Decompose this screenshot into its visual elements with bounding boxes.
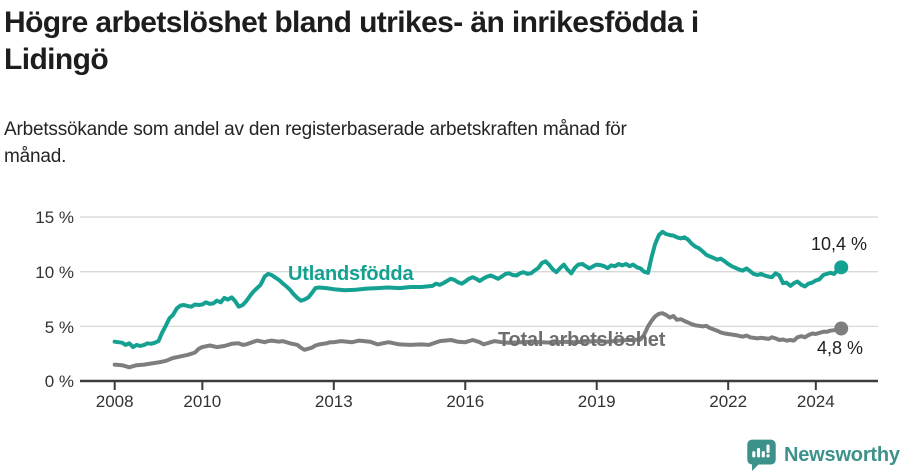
end-dot-total-arbetsl-shet [834,321,849,336]
y-tick-label-10: 10 % [35,262,74,282]
x-tick-label-2016: 2016 [446,392,485,411]
data-line-utlandsf-dda [112,229,844,350]
series-label-utlandsfodda: Utlandsfödda [288,263,414,285]
newsworthy-bar-chart-pin-icon [747,439,776,471]
end-value-label-total: 4,8 % [817,338,864,358]
y-tick-label-15: 15 % [35,208,74,227]
series-label-total-arbetsloshet: Total arbetslöshet [498,329,666,351]
x-tick-label-2019: 2019 [577,392,616,411]
chart-subtitle-line2: månad. [4,146,67,167]
x-tick-label-2010: 2010 [183,392,222,411]
x-tick-label-2013: 2013 [314,392,353,411]
newsworthy-logo-text: Newsworthy [784,443,900,466]
newsworthy-logo[interactable]: Newsworthy [746,439,900,471]
chart-subtitle-line1: Arbetssökande som andel av den registerb… [4,119,627,140]
x-tick-label-2008: 2008 [95,392,134,411]
x-tick-label-2024: 2024 [796,392,835,411]
data-line-total-arbetsl-shet [112,311,844,370]
y-tick-label-5: 5 % [44,317,74,337]
end-value-label-utlandsfodda: 10,4 % [811,234,868,254]
end-dot-utlandsf-dda [834,260,849,275]
page-title: Högre arbetslöshet bland utrikes- än inr… [4,4,892,78]
page-title-line1: Högre arbetslöshet bland utrikes- än inr… [4,6,699,39]
page-title-line2: Lidingö [4,43,109,76]
y-tick-label-0: 0 % [44,372,74,391]
x-tick-label-2022: 2022 [709,392,748,411]
chart-subtitle: Arbetssökande som andel av den registerb… [4,116,864,170]
